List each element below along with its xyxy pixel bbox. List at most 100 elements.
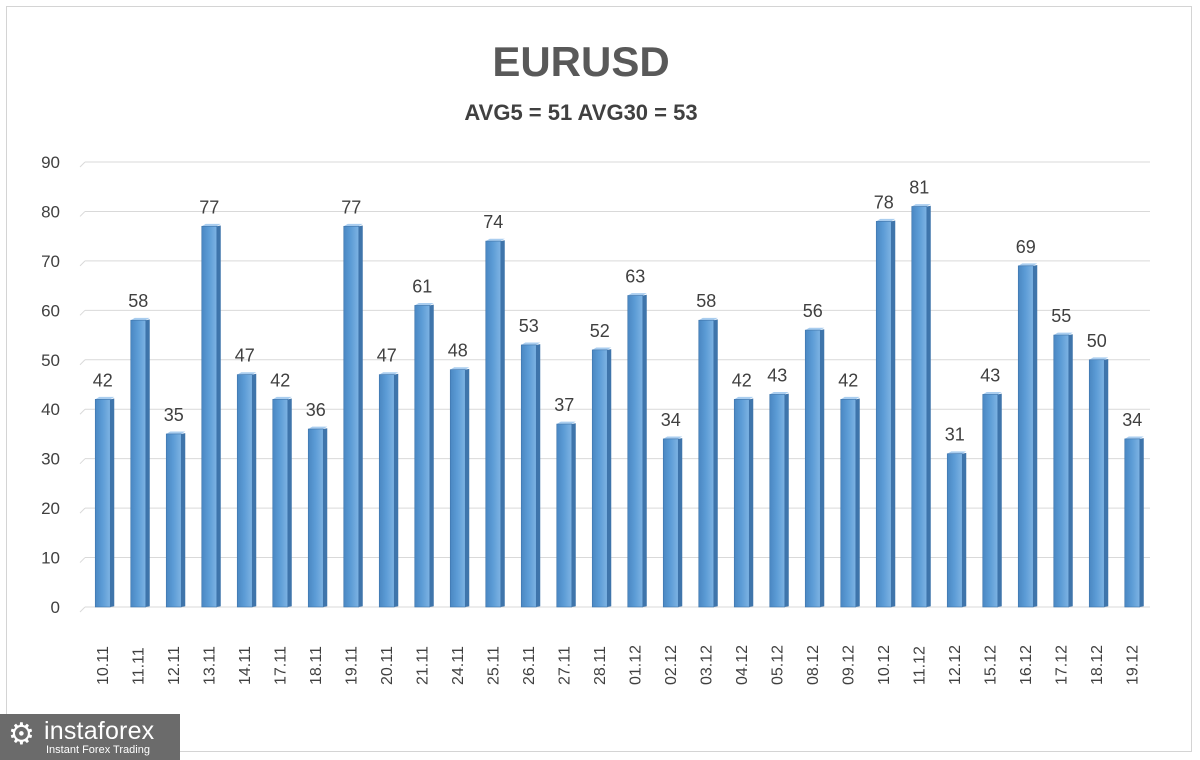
bar-top bbox=[947, 451, 967, 454]
x-tick-label: 20.11 bbox=[379, 646, 396, 685]
data-label: 52 bbox=[590, 321, 610, 341]
data-label: 47 bbox=[235, 346, 255, 366]
bar-top bbox=[876, 218, 896, 222]
bar-top bbox=[592, 347, 612, 350]
bar-top bbox=[698, 317, 718, 321]
y-tick-label: 40 bbox=[41, 400, 60, 419]
gridline-edge bbox=[79, 309, 86, 316]
bar-side bbox=[465, 368, 470, 607]
bar-top bbox=[237, 372, 257, 375]
x-tick-label: 19.11 bbox=[343, 646, 360, 685]
bar-top bbox=[95, 396, 115, 400]
bar bbox=[485, 240, 502, 608]
bar-side bbox=[784, 393, 789, 607]
x-tick-label: 24.11 bbox=[450, 646, 467, 685]
x-tick-label: 27.11 bbox=[556, 646, 573, 685]
bar-side bbox=[642, 294, 647, 607]
bar bbox=[804, 329, 821, 608]
bar bbox=[662, 438, 679, 608]
gridline-edge bbox=[79, 507, 86, 514]
data-label: 55 bbox=[1051, 306, 1071, 326]
gear-icon: ⚙ bbox=[8, 717, 35, 752]
chart-subtitle: AVG5 = 51 AVG30 = 53 bbox=[464, 100, 698, 125]
bar-side bbox=[323, 428, 328, 607]
logo-tagline: Instant Forex Trading bbox=[46, 744, 150, 756]
x-tick-label: 21.11 bbox=[414, 646, 431, 685]
bar-top bbox=[982, 391, 1002, 395]
x-tick-label: 02.12 bbox=[663, 645, 680, 685]
data-label: 34 bbox=[1122, 410, 1142, 430]
bar-side bbox=[1104, 358, 1109, 607]
instaforex-logo: ⚙ instaforex Instant Forex Trading bbox=[0, 714, 180, 760]
bar bbox=[556, 423, 573, 608]
x-tick-label: 11.12 bbox=[911, 646, 928, 685]
bar-side bbox=[287, 398, 292, 607]
bar-top bbox=[663, 436, 683, 439]
x-tick-label: 14.11 bbox=[237, 646, 254, 685]
x-tick-label: 16.12 bbox=[1018, 645, 1035, 685]
bar-side bbox=[855, 398, 860, 607]
data-label: 78 bbox=[874, 192, 894, 212]
data-label: 36 bbox=[306, 400, 326, 420]
bar-side bbox=[749, 398, 754, 607]
gridline-edge bbox=[79, 458, 86, 465]
data-label: 35 bbox=[164, 405, 184, 425]
bar-side bbox=[820, 329, 825, 607]
bar-top bbox=[201, 223, 221, 227]
bar bbox=[1088, 359, 1105, 608]
bar-side bbox=[962, 452, 967, 607]
bar-side bbox=[1068, 334, 1073, 607]
bar-top bbox=[485, 238, 505, 242]
bar bbox=[449, 369, 466, 608]
bar-top bbox=[627, 293, 647, 296]
bar-side bbox=[678, 438, 683, 607]
bar bbox=[272, 399, 289, 608]
data-label: 47 bbox=[377, 346, 397, 366]
y-tick-label: 80 bbox=[41, 202, 60, 221]
data-label: 61 bbox=[412, 276, 432, 296]
bar bbox=[769, 394, 786, 608]
x-tick-label: 10.11 bbox=[95, 646, 112, 685]
x-tick-label: 01.12 bbox=[627, 645, 644, 685]
bar-top bbox=[840, 396, 860, 400]
y-tick-label: 0 bbox=[51, 598, 60, 617]
data-label: 63 bbox=[625, 267, 645, 287]
bar bbox=[982, 394, 999, 608]
data-label: 43 bbox=[980, 365, 1000, 385]
bar bbox=[911, 206, 928, 608]
x-tick-label: 03.12 bbox=[698, 645, 715, 685]
bar bbox=[698, 319, 715, 608]
bar-side bbox=[500, 240, 505, 608]
x-tick-label: 17.12 bbox=[1053, 645, 1070, 685]
bar-side bbox=[1033, 265, 1038, 607]
x-tick-label: 13.11 bbox=[201, 646, 218, 685]
data-label: 77 bbox=[199, 197, 219, 217]
bar-top bbox=[166, 431, 186, 434]
bar bbox=[627, 295, 644, 608]
bar-top bbox=[805, 327, 825, 331]
bar bbox=[201, 225, 218, 608]
data-label: 42 bbox=[270, 370, 290, 390]
bar-side bbox=[891, 220, 896, 608]
bar-side bbox=[394, 373, 399, 607]
x-tick-label: 19.12 bbox=[1124, 645, 1141, 685]
gridline-edge bbox=[79, 408, 86, 415]
x-tick-label: 12.12 bbox=[947, 645, 964, 685]
bar-top bbox=[769, 391, 789, 395]
data-label: 56 bbox=[803, 301, 823, 321]
bar-top bbox=[343, 223, 363, 227]
data-label: 42 bbox=[93, 370, 113, 390]
bar-side bbox=[713, 319, 718, 607]
x-tick-label: 10.12 bbox=[876, 645, 893, 685]
data-label: 58 bbox=[696, 291, 716, 311]
data-label: 42 bbox=[732, 370, 752, 390]
bar-side bbox=[429, 304, 434, 607]
data-label: 31 bbox=[945, 425, 965, 445]
gridline-edge bbox=[79, 211, 86, 217]
data-label: 77 bbox=[341, 197, 361, 217]
bar bbox=[130, 319, 147, 608]
x-tick-label: 18.12 bbox=[1089, 645, 1106, 685]
bar bbox=[414, 305, 431, 608]
bar bbox=[94, 399, 111, 608]
data-label: 34 bbox=[661, 410, 681, 430]
